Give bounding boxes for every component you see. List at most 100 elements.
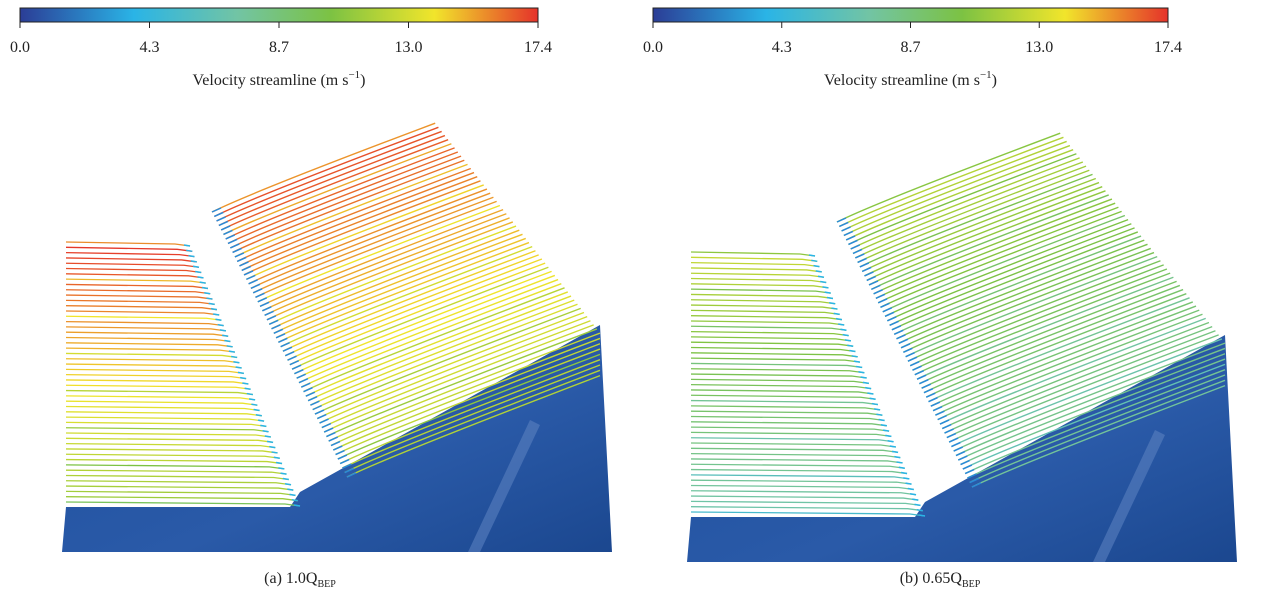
streamline-tip	[887, 317, 896, 321]
streamline	[691, 416, 885, 420]
streamline-tip	[290, 494, 296, 495]
streamline	[66, 391, 253, 395]
streamline-tip	[276, 463, 282, 464]
streamline-tip	[890, 446, 896, 447]
colorbar-tick-label: 8.7	[901, 39, 921, 56]
streamline-tip	[910, 494, 916, 495]
streamline	[66, 401, 257, 405]
streamline-tip	[831, 308, 837, 309]
streamline	[66, 438, 273, 442]
streamline-tip	[858, 258, 867, 262]
streamline-tip	[865, 388, 871, 389]
streamline-tip	[912, 499, 918, 500]
streamline-tip	[301, 383, 310, 387]
streamline-tip	[869, 281, 878, 285]
streamline	[66, 274, 203, 278]
streamline	[691, 480, 912, 484]
colorbar-label: Velocity streamline (m s−1)	[192, 69, 365, 89]
colorbar	[653, 8, 1168, 22]
streamline-tip	[885, 312, 894, 316]
colorbar-tick-label: 17.4	[1154, 39, 1182, 56]
streamline-tip	[839, 222, 848, 226]
streamline-tip	[320, 419, 329, 423]
streamline	[691, 358, 860, 362]
streamline	[66, 502, 300, 506]
streamline-tip	[260, 302, 269, 306]
streamline-tip	[267, 316, 276, 320]
streamline	[691, 454, 900, 458]
streamline-tip	[938, 416, 947, 420]
streamline	[66, 428, 269, 432]
streamline-tip	[961, 461, 970, 465]
streamline	[66, 412, 262, 416]
streamline	[66, 406, 260, 410]
streamline-tip	[915, 371, 924, 375]
streamline-tip	[871, 285, 880, 289]
streamline	[66, 491, 296, 495]
streamline-tip	[278, 468, 284, 469]
colorbar-tick-label: 17.4	[524, 39, 552, 56]
streamline-tip	[860, 263, 869, 267]
streamline-tip	[965, 470, 974, 474]
streamline-tip	[894, 330, 903, 334]
streamline-tip	[265, 436, 271, 437]
streamline-tip	[340, 460, 349, 464]
streamline-tip	[822, 287, 828, 288]
streamline	[691, 284, 828, 288]
streamline	[691, 470, 907, 474]
streamline	[691, 300, 835, 304]
streamline-tip	[883, 430, 889, 431]
streamline-tip	[188, 256, 194, 257]
streamline	[244, 181, 480, 275]
streamline-tip	[818, 276, 824, 277]
streamline-tip	[236, 367, 242, 368]
streamline	[691, 379, 869, 383]
streamline	[691, 464, 905, 468]
streamline	[66, 263, 199, 267]
streamline	[66, 269, 201, 273]
streamline-tip	[836, 319, 842, 320]
streamline-tip	[213, 314, 219, 315]
streamline-tip	[956, 452, 965, 456]
streamline-tip	[940, 420, 949, 424]
colorbar-tick-label: 13.0	[395, 39, 423, 56]
streamline-tip	[197, 277, 203, 278]
streamline	[691, 279, 826, 283]
streamline	[66, 385, 251, 389]
streamline-tip	[294, 505, 300, 506]
streamline-tip	[896, 335, 905, 339]
streamline-tip	[283, 347, 292, 351]
streamline-tip	[230, 244, 239, 248]
streamline-tip	[223, 230, 232, 234]
caption-text: (a) 1.0Q	[264, 570, 318, 587]
streamline-tip	[245, 388, 251, 389]
streamline	[66, 444, 275, 448]
streamline	[66, 364, 242, 368]
streamline-tip	[331, 442, 340, 446]
streamline	[691, 326, 846, 330]
streamline	[66, 306, 217, 310]
streamline	[66, 422, 266, 426]
streamline-tip	[228, 239, 237, 243]
streamline-tip	[191, 261, 197, 262]
colorbar-tick-label: 4.3	[140, 39, 160, 56]
streamline	[66, 242, 190, 246]
streamline	[691, 332, 849, 336]
streamline-tip	[840, 329, 846, 330]
streamline-tip	[326, 433, 335, 437]
streamline-tip	[322, 424, 331, 428]
streamline	[691, 273, 824, 277]
streamline-tip	[229, 351, 235, 352]
streamline-tip	[218, 325, 224, 326]
streamline-tip	[267, 441, 273, 442]
streamline	[691, 390, 873, 394]
streamline	[66, 449, 278, 453]
streamline-tip	[294, 370, 303, 374]
streamline-tip	[249, 399, 255, 400]
streamline-tip	[855, 254, 864, 258]
streamline-tip	[917, 510, 923, 511]
streamline-tip	[945, 429, 954, 433]
streamline-tip	[285, 484, 291, 485]
streamline-tip	[220, 330, 226, 331]
streamline	[869, 191, 1105, 285]
